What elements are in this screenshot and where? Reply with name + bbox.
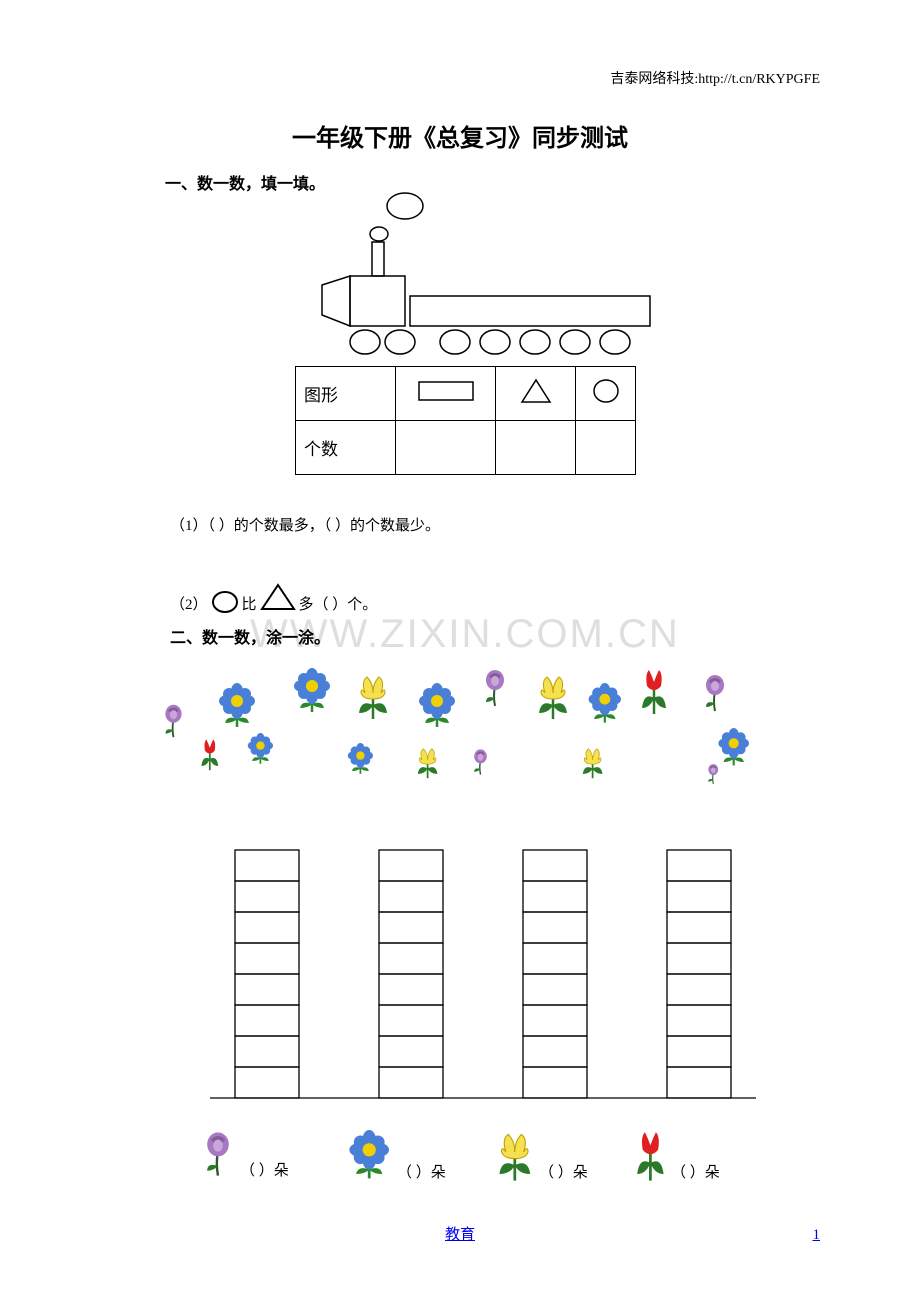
footer-link[interactable]: 教育 bbox=[0, 1223, 920, 1244]
label-rose-count: （ ）朵 bbox=[240, 1159, 289, 1180]
yellow-flower bbox=[580, 746, 605, 785]
question-1: （1）（ ）的个数最多，（ ）的个数最少。 bbox=[170, 514, 440, 535]
blue-flower bbox=[585, 683, 625, 729]
table-header-shape: 图形 bbox=[296, 367, 396, 421]
count-circle-cell bbox=[576, 421, 636, 475]
rose-flower bbox=[700, 673, 730, 718]
train-figure bbox=[295, 190, 665, 360]
flowers-collection bbox=[160, 668, 780, 818]
label-yellow-count: （ ）朵 bbox=[539, 1161, 588, 1182]
answer-row: （ ）朵 （ ）朵 （ ）朵 （ ）朵 bbox=[200, 1130, 760, 1200]
count-triangle-cell bbox=[496, 421, 576, 475]
q2-prefix: （2） bbox=[170, 593, 208, 614]
label-blue-count: （ ）朵 bbox=[397, 1161, 446, 1182]
tulip-icon bbox=[635, 1130, 667, 1182]
rose-flower bbox=[470, 748, 491, 781]
rectangle-icon bbox=[396, 367, 496, 421]
label-tulip-count: （ ）朵 bbox=[671, 1161, 720, 1182]
triangle-icon bbox=[259, 582, 297, 614]
page-number[interactable]: 1 bbox=[813, 1227, 821, 1244]
yellow-flower bbox=[355, 673, 391, 726]
yellow-flower bbox=[535, 673, 571, 726]
rose-flower bbox=[160, 703, 187, 744]
circle-icon bbox=[210, 588, 240, 614]
q2-suffix: 多（ ）个。 bbox=[299, 593, 378, 614]
header-source: 吉泰网络科技:http://t.cn/RKYPGFE bbox=[610, 68, 820, 88]
question-2: （2） 比 多（ ）个。 bbox=[170, 582, 377, 614]
blue-flower bbox=[245, 733, 276, 770]
blue-flower bbox=[345, 743, 376, 780]
tulip-flower bbox=[200, 738, 220, 777]
rose-icon bbox=[200, 1130, 236, 1180]
tulip-flower bbox=[640, 668, 668, 721]
section-2-heading: 二、数一数，涂一涂。 bbox=[170, 624, 330, 648]
table-header-count: 个数 bbox=[296, 421, 396, 475]
circle-icon bbox=[576, 367, 636, 421]
shape-count-table: 图形 个数 bbox=[295, 366, 636, 475]
triangle-icon bbox=[496, 367, 576, 421]
yellow-flower-icon bbox=[495, 1130, 535, 1182]
rose-flower bbox=[480, 668, 510, 713]
count-rectangle-cell bbox=[396, 421, 496, 475]
q2-mid: 比 bbox=[242, 593, 257, 614]
tally-bar-grid bbox=[210, 848, 756, 1102]
blue-flower-icon bbox=[345, 1130, 393, 1182]
blue-flower bbox=[290, 668, 334, 719]
rose-flower bbox=[705, 763, 722, 790]
blue-flower bbox=[215, 683, 259, 734]
yellow-flower bbox=[415, 746, 440, 785]
blue-flower bbox=[415, 683, 459, 734]
page-title: 一年级下册《总复习》同步测试 bbox=[0, 118, 920, 153]
